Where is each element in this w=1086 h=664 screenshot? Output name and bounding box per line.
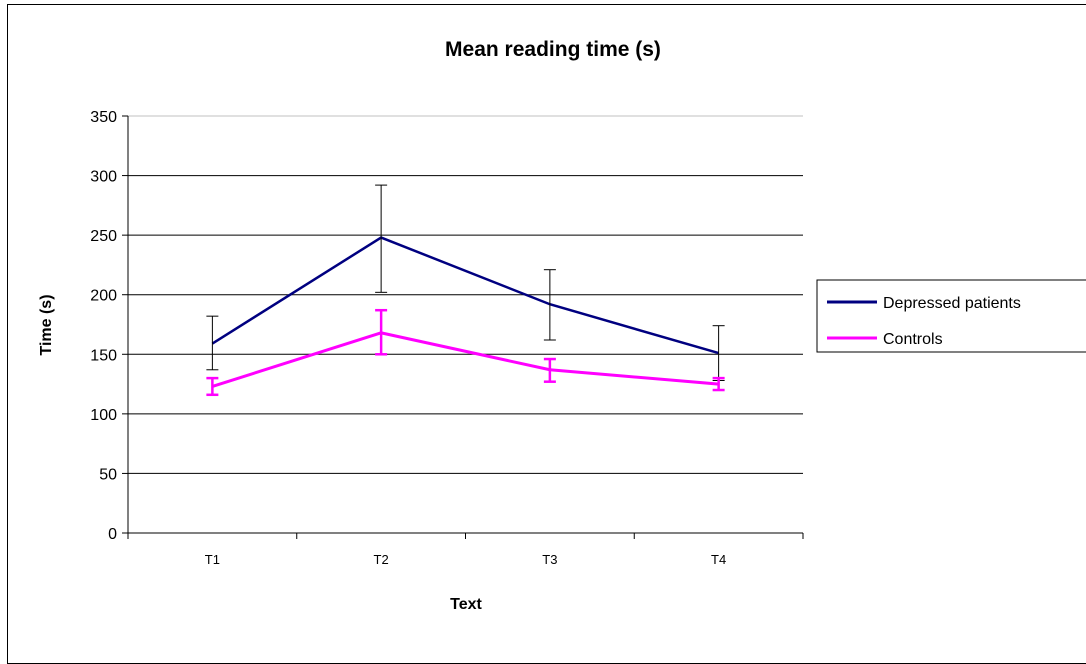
y-axis-title: Time (s) (38, 294, 55, 355)
error-bar (206, 376, 219, 397)
legend: Depressed patients Controls (816, 279, 1086, 353)
y-tick-label: 250 (90, 228, 117, 245)
y-tick-labels: 0 50 100 150 200 250 300 350 (90, 109, 117, 543)
chart-svg: Mean reading time (s) 0 50 100 150 200 250 300… (38, 38, 1086, 613)
x-tick-label: T2 (374, 552, 389, 567)
series (206, 184, 725, 397)
x-axis-title: Text (450, 596, 482, 613)
error-bar (712, 376, 725, 392)
y-tick-label: 200 (90, 288, 117, 305)
legend-box (816, 279, 1086, 353)
series-controls (206, 308, 725, 397)
y-tick-label: 0 (108, 526, 117, 543)
x-tick-label: T4 (711, 552, 726, 567)
axes (122, 115, 804, 539)
error-bar (543, 269, 556, 341)
y-tick-label: 100 (90, 407, 117, 424)
y-tick-label: 50 (99, 466, 117, 483)
series-line (211, 236, 719, 355)
series-depressed-patients (206, 184, 725, 381)
y-tick-label: 150 (90, 347, 117, 364)
x-tick-label: T3 (542, 552, 557, 567)
legend-item: Depressed patients (827, 295, 1021, 312)
error-bar (375, 308, 388, 356)
y-tick-label: 350 (90, 109, 117, 126)
x-tick-labels: T1 T2 T3 T4 (205, 552, 726, 567)
x-tick-label: T1 (205, 552, 220, 567)
legend-label: Depressed patients (883, 295, 1021, 312)
legend-label: Controls (883, 331, 943, 348)
error-bar (543, 357, 556, 383)
error-bar (375, 184, 388, 293)
series-line (211, 331, 719, 388)
error-bar (206, 315, 219, 371)
chart-title: Mean reading time (s) (445, 38, 661, 61)
y-tick-label: 300 (90, 169, 117, 186)
gridlines (128, 115, 803, 474)
legend-item: Controls (827, 331, 943, 348)
